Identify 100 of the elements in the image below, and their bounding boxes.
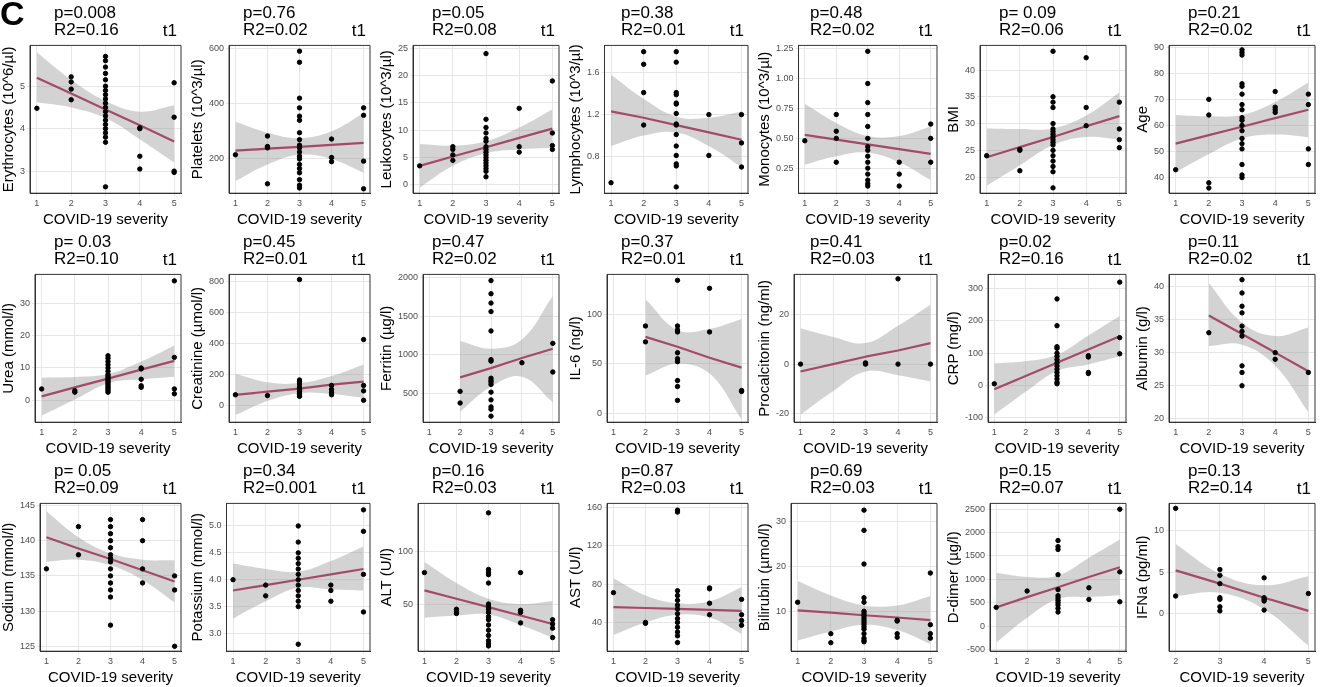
text: t1 — [540, 250, 555, 269]
y-tick-label: 600 — [208, 42, 225, 53]
y-tick-label: 200 — [208, 153, 225, 164]
text: t1 — [729, 21, 744, 40]
y-tick-label: 20 — [776, 560, 787, 571]
x-tick-label: 3 — [675, 656, 681, 667]
x-tick-label: 3 — [108, 656, 114, 667]
x-tick-label: 5 — [171, 427, 177, 438]
text: t1 — [162, 250, 177, 269]
y-tick-label: 400 — [208, 98, 225, 109]
y-tick-label: 0.25 — [775, 162, 794, 173]
text: t1 — [1107, 479, 1122, 498]
y-tick-label: 30 — [776, 515, 787, 526]
x-tick-label: 3 — [1054, 427, 1060, 438]
x-tick-label: 3 — [1239, 198, 1245, 209]
text: R2=0.02 — [243, 20, 308, 39]
y-tick-label: 80 — [592, 578, 603, 589]
text: p=0.69 — [810, 461, 863, 480]
x-tick-label: 5 — [928, 198, 934, 209]
x-tick-label: 1 — [39, 427, 45, 438]
x-axis-title: COVID-19 severity — [236, 210, 363, 228]
y-tick-label: 10 — [1154, 525, 1165, 536]
x-tick-label: 3 — [488, 427, 494, 438]
y-tick-label: 25 — [965, 144, 976, 155]
x-axis-title: COVID-19 severity — [236, 439, 363, 457]
y-tick-label: 135 — [19, 570, 36, 581]
x-tick-label: 1 — [984, 198, 990, 209]
y-tick-label: 600 — [208, 306, 225, 317]
x-axis-title: COVID-19 severity — [802, 439, 929, 457]
text: R2=0.01 — [621, 249, 686, 268]
x-tick-label: 4 — [140, 656, 146, 667]
y-tick-label: 0 — [219, 400, 225, 411]
x-tick-label: 1 — [993, 656, 999, 667]
x-tick-label: 3 — [865, 198, 871, 209]
y-axis-title: Platelets (10^3/µl) — [188, 59, 206, 180]
y-tick-label: 100 — [586, 308, 603, 319]
y-tick-label: 3.5 — [209, 601, 222, 612]
x-tick-label: 5 — [360, 656, 366, 667]
y-axis-title: Potassium (mmol/l) — [188, 513, 206, 642]
y-axis-title: Erythrocytes (10^6/µl) — [0, 46, 17, 193]
x-tick-label: 2 — [263, 656, 269, 667]
y-axis-title: Creatinine (µmol/l) — [188, 286, 206, 410]
text: t1 — [540, 21, 555, 40]
x-tick-label: 3 — [105, 427, 111, 438]
x-tick-label: 4 — [894, 656, 900, 667]
text: p=0.38 — [621, 3, 674, 22]
x-tick-label: 3 — [483, 198, 489, 209]
text: R2=0.03 — [810, 478, 875, 497]
y-tick-label: 1.00 — [775, 73, 794, 84]
y-tick-label: 1500 — [964, 550, 986, 561]
y-tick-label: 4.5 — [209, 547, 222, 558]
y-tick-label: 30 — [1154, 347, 1165, 358]
y-axis-title: ALT (U/l) — [377, 547, 395, 607]
y-tick-label: 160 — [586, 501, 603, 512]
y-tick-label: 0 — [980, 620, 986, 631]
y-axis-title: Albumin (g/l) — [1133, 306, 1151, 391]
text: R2=0.02 — [1188, 249, 1253, 268]
y-tick-label: 130 — [19, 605, 36, 616]
x-tick-label: 4 — [1085, 427, 1091, 438]
y-tick-label: 0.8 — [587, 151, 600, 161]
y-tick-label: 500 — [402, 388, 419, 399]
text: t1 — [918, 21, 933, 40]
x-tick-label: 2 — [1024, 656, 1030, 667]
text: t1 — [729, 479, 744, 498]
x-tick-label: 5 — [171, 198, 177, 209]
x-tick-label: 5 — [1117, 427, 1123, 438]
y-tick-label: 25 — [398, 42, 409, 53]
x-axis-title: COVID-19 severity — [990, 210, 1117, 228]
x-tick-label: 2 — [833, 198, 839, 209]
text: R2=0.02 — [432, 249, 497, 268]
y-tick-label: 2000 — [397, 271, 419, 282]
y-tick-label: 20 — [20, 330, 31, 341]
x-tick-label: 5 — [1305, 656, 1311, 667]
y-tick-label: 30 — [20, 297, 31, 308]
text: R2=0.09 — [54, 478, 119, 497]
y-axis-title: Leukocytes (10^3/µl) — [377, 50, 395, 189]
text: p=0.41 — [810, 232, 863, 251]
x-tick-label: 1 — [610, 427, 616, 438]
y-tick-label: 1.6 — [587, 67, 600, 78]
x-tick-label: 4 — [1086, 656, 1092, 667]
y-tick-label: 80 — [1154, 67, 1165, 78]
x-axis-title: COVID-19 severity — [995, 668, 1122, 686]
x-tick-label: 5 — [549, 198, 555, 209]
x-tick-label: 1 — [421, 656, 427, 667]
x-axis-title: COVID-19 severity — [47, 668, 174, 686]
text: R2=0.03 — [810, 249, 875, 268]
y-tick-label: 2500 — [964, 503, 986, 514]
x-tick-label: 1 — [1173, 198, 1179, 209]
x-tick-label: 5 — [550, 427, 556, 438]
x-tick-label: 2 — [1023, 427, 1029, 438]
x-tick-label: 1 — [795, 656, 801, 667]
x-tick-label: 1 — [230, 656, 236, 667]
text: R2=0.08 — [432, 20, 497, 39]
y-axis-title: Sodium (mmol/l) — [0, 522, 17, 632]
x-axis-title: COVID-19 severity — [425, 668, 552, 686]
x-tick-label: 5 — [1305, 198, 1311, 209]
x-tick-label: 5 — [1305, 427, 1311, 438]
x-tick-label: 4 — [1261, 656, 1267, 667]
x-tick-label: 2 — [72, 427, 78, 438]
text: t1 — [162, 21, 177, 40]
